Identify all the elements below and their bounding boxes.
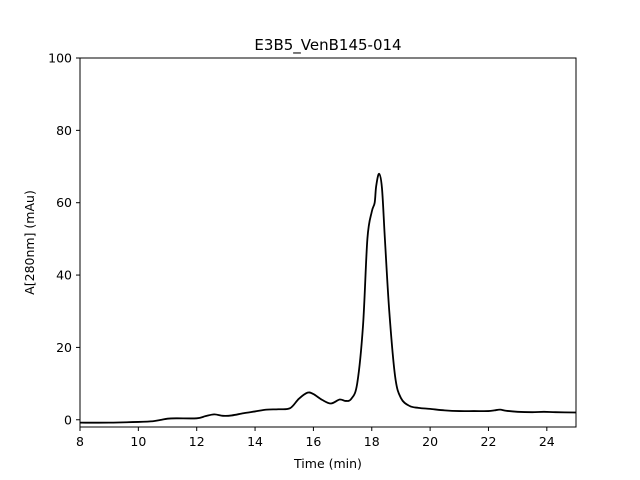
x-tick-label: 18 (364, 434, 380, 449)
y-tick-label: 60 (56, 195, 72, 210)
plot-frame (79, 57, 577, 428)
y-tick-label: 40 (56, 268, 72, 283)
y-tick-label: 20 (56, 340, 72, 355)
y-axis-ticks: 0 20 40 60 80 100 (48, 51, 80, 427)
y-tick-label: 0 (64, 412, 72, 427)
series-line (79, 172, 577, 424)
x-axis-ticks: 8 10 12 14 16 18 20 22 24 (76, 427, 555, 449)
y-axis-label: A[280nm] (mAu) (22, 190, 37, 295)
y-tick-label: 100 (48, 51, 72, 66)
x-tick-label: 8 (76, 434, 84, 449)
x-tick-label: 16 (305, 434, 321, 449)
x-axis-label: Time (min) (293, 456, 362, 471)
x-tick-label: 10 (130, 434, 146, 449)
x-tick-label: 24 (539, 434, 555, 449)
x-tick-label: 12 (189, 434, 205, 449)
x-tick-label: 20 (422, 434, 438, 449)
chart-title: E3B5_VenB145-014 (254, 36, 401, 55)
x-tick-label: 14 (247, 434, 263, 449)
x-tick-label: 22 (481, 434, 497, 449)
y-tick-label: 80 (56, 123, 72, 138)
